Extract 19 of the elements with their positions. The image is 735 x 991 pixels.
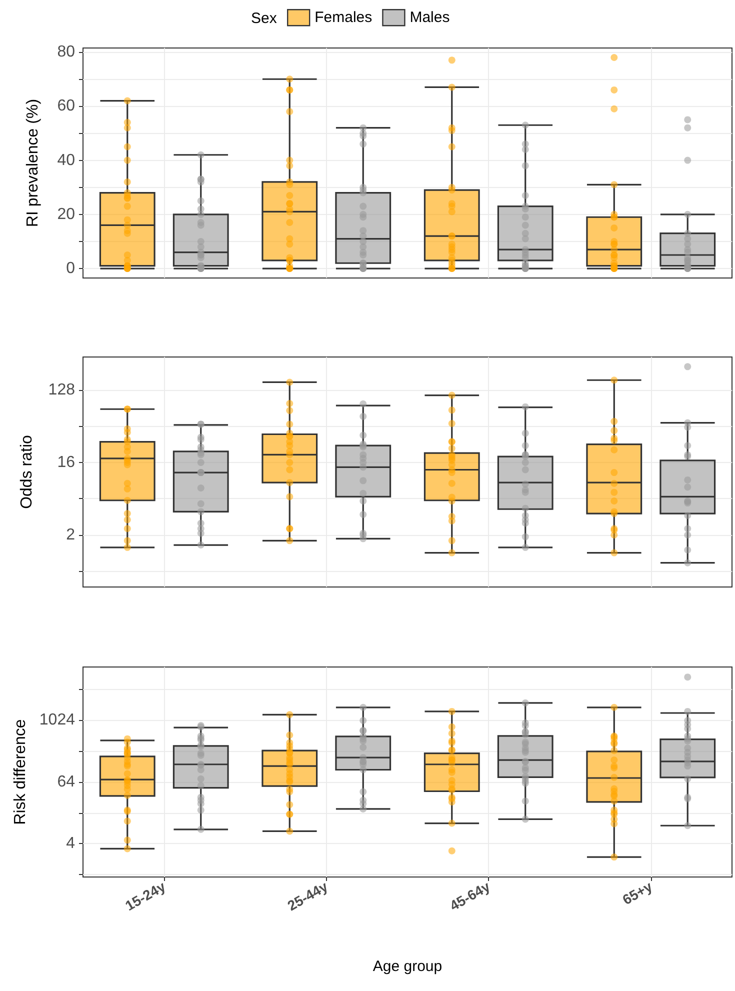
- y-tick-label: 80: [57, 44, 76, 61]
- y-tick-label: 1024: [39, 711, 76, 728]
- x-tick-label: 65+y: [620, 878, 656, 908]
- y-axis-title: Odds ratio: [18, 434, 36, 509]
- legend-title: Sex: [251, 10, 278, 27]
- y-tick-label: 64: [57, 773, 76, 790]
- y-tick-label: 4: [66, 835, 76, 852]
- y-tick-label: 40: [57, 152, 76, 169]
- y-axis-title: RI prevalence (%): [24, 98, 42, 228]
- y-tick-label: 60: [57, 98, 76, 115]
- y-tick-label: 0: [66, 260, 76, 278]
- y-tick-label: 128: [48, 382, 76, 399]
- y-tick-label: 16: [57, 454, 76, 472]
- legend-label: Females: [314, 9, 372, 26]
- y-tick-label: 20: [57, 206, 76, 223]
- legend-label: Males: [410, 9, 450, 26]
- y-tick-label: 2: [66, 526, 76, 544]
- y-axis-title: Risk difference: [12, 719, 30, 825]
- x-axis-title: Age group: [372, 958, 442, 975]
